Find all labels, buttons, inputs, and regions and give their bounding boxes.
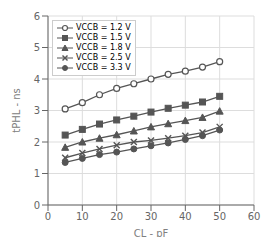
svg-text:tPHL - ns: tPHL - ns (11, 88, 22, 133)
html-text:VCCB = 3.3 V: VCCB = 3.3 V (76, 63, 131, 72)
svg-text:CL - pF: CL - pF (134, 228, 169, 237)
svg-text:0: 0 (34, 200, 40, 211)
svg-text:20: 20 (110, 211, 123, 222)
html-text:VCCB = 1.2 V: VCCB = 1.2 V (76, 23, 131, 32)
svg-text:4: 4 (34, 74, 40, 85)
svg-text:0: 0 (45, 211, 51, 222)
html-text:VCCB = 1.5 V: VCCB = 1.5 V (76, 33, 131, 42)
svg-text:40: 40 (179, 211, 192, 222)
svg-text:30: 30 (145, 211, 158, 222)
svg-text:5: 5 (34, 42, 40, 53)
svg-text:2: 2 (34, 137, 40, 148)
svg-text:1: 1 (34, 168, 40, 179)
html-text:VCCB = 1.8 V: VCCB = 1.8 V (76, 43, 131, 52)
svg-text:50: 50 (213, 211, 226, 222)
svg-text:10: 10 (76, 211, 89, 222)
svg-text:6: 6 (34, 11, 40, 22)
svg-text:3: 3 (34, 105, 40, 116)
html-text:VCCB = 2.5 V: VCCB = 2.5 V (76, 53, 131, 62)
svg-text:60: 60 (248, 211, 261, 222)
